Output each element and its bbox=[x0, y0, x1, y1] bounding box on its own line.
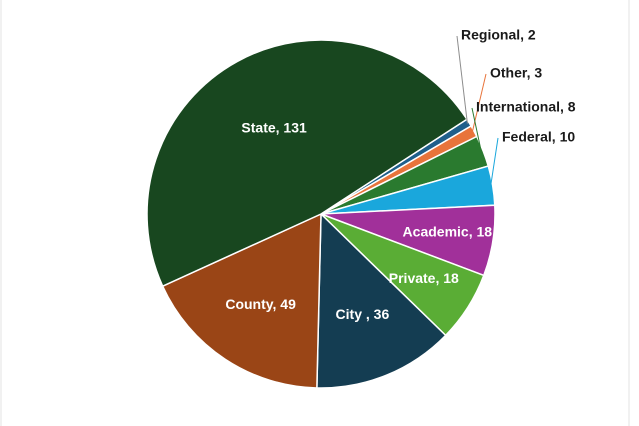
data-label-state: State, 131 bbox=[241, 119, 307, 135]
pie-slice-county bbox=[161, 212, 322, 389]
data-label-federal: Federal, 10 bbox=[502, 129, 575, 145]
leader-line-federal bbox=[490, 137, 499, 186]
data-label-international: International, 8 bbox=[476, 99, 576, 115]
leader-line-international bbox=[471, 107, 482, 152]
data-labels: Regional, 2 Other, 3 International, 8 Feder… bbox=[225, 27, 575, 323]
leader-lines bbox=[456, 35, 499, 186]
pie-slice-city bbox=[316, 212, 447, 389]
data-label-other: Other, 3 bbox=[490, 65, 542, 81]
pie-slice-state bbox=[146, 39, 468, 288]
data-label-academic: Academic, 18 bbox=[403, 224, 493, 240]
data-label-regional: Regional, 2 bbox=[461, 27, 536, 43]
data-label-county: County, 49 bbox=[225, 296, 296, 312]
data-label-city: City , 36 bbox=[336, 306, 390, 322]
leader-line-regional bbox=[456, 35, 468, 124]
pie-slices bbox=[146, 39, 496, 389]
data-label-private: Private, 18 bbox=[389, 270, 459, 286]
